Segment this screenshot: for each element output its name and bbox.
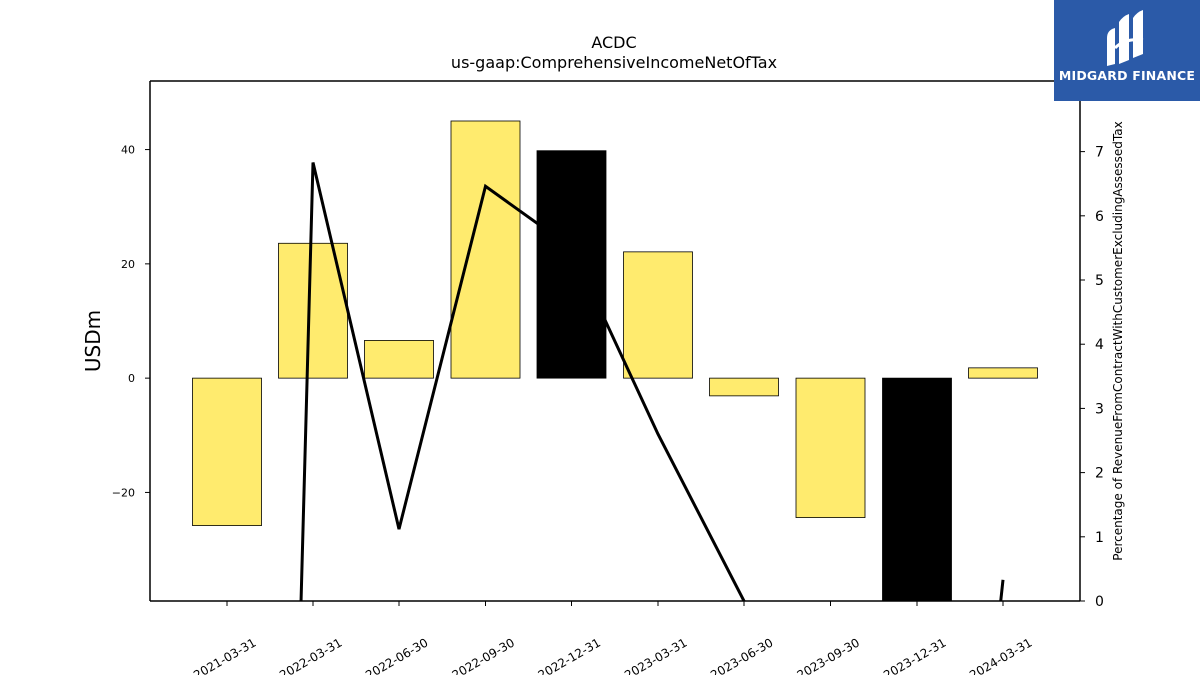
bar-2021-03-31 [192,377,262,526]
bar-2024-03-31 [968,367,1038,379]
chart-title: ACDC [591,33,636,52]
y2-tick-label: 4 [1095,337,1104,353]
y-tick-label: −20 [112,486,135,499]
x-tick-label: 2021-03-31 [191,635,258,675]
y2-tick-label: 3 [1095,401,1104,417]
logo-mark-icon [1107,10,1144,66]
bar-2022-09-30 [450,120,521,379]
y-tick-label: 40 [121,144,135,157]
bar-2023-09-30 [795,377,866,518]
y2-tick-label: 5 [1095,273,1104,289]
y2-tick-label: 1 [1095,530,1104,546]
y-axis-label: USDm [81,310,105,372]
y2-tick-label: 0 [1095,594,1104,610]
company-logo: MIDGARD FINANCE [1054,0,1200,101]
x-tick-label: 2022-12-31 [536,635,603,675]
chart-subtitle: us-gaap:ComprehensiveIncomeNetOfTax [451,53,777,72]
bar-2023-12-31 [882,377,952,601]
bar-2023-06-30 [709,377,779,397]
x-tick-label: 2023-09-30 [795,635,862,675]
line-layer [299,162,1005,601]
y2-tick-label: 6 [1095,209,1104,225]
y-tick-label: 0 [128,372,135,385]
logo-text: MIDGARD FINANCE [1058,68,1196,83]
x-tick-label: 2023-12-31 [881,635,948,675]
x-tick-label: 2022-06-30 [363,635,430,675]
y2-axis-label: Percentage of RevenueFromContractWithCus… [1111,121,1125,560]
x-tick-label: 2022-03-31 [277,635,344,675]
line-segment-0 [299,162,746,601]
y-tick-label: 20 [121,258,135,271]
bar-2023-03-31 [623,251,693,379]
bars-layer [192,120,1038,601]
bar-2022-12-31 [536,150,607,379]
line-segment-1 [999,579,1005,601]
x-tick-label: 2023-06-30 [708,635,775,675]
bar-2022-06-30 [364,340,434,379]
x-tick-label: 2022-09-30 [450,635,517,675]
x-tick-label: 2024-03-31 [967,635,1034,675]
x-tick-label: 2023-03-31 [622,635,689,675]
y2-tick-label: 2 [1095,466,1104,482]
y2-tick-label: 7 [1095,145,1104,161]
